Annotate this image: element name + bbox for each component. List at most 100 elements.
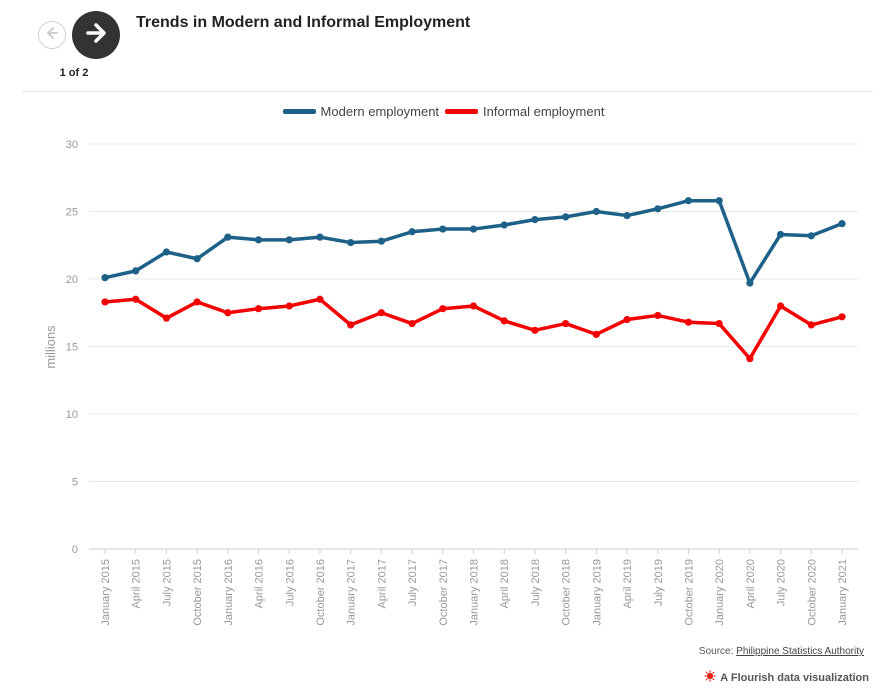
data-point-informal — [776, 302, 785, 310]
source-note: Source: Philippine Statistics Authority — [699, 646, 864, 657]
x-tick-label: October 2018 — [561, 559, 573, 626]
data-point-modern — [439, 225, 447, 233]
page-title: Trends in Modern and Informal Employment — [136, 14, 471, 31]
data-point-modern — [347, 238, 355, 247]
y-tick-label: 10 — [66, 409, 78, 421]
previous-slide-button[interactable] — [38, 21, 66, 49]
x-tick-label: April 2020 — [745, 559, 757, 609]
x-tick-label: January 2016 — [223, 559, 235, 626]
data-point-informal — [101, 298, 109, 306]
next-slide-button[interactable] — [72, 11, 120, 59]
data-point-modern — [807, 232, 815, 240]
x-tick-label: April 2015 — [131, 559, 143, 609]
data-point-modern — [715, 197, 723, 205]
x-tick-label: January 2015 — [100, 559, 112, 626]
y-tick-label: 25 — [66, 207, 78, 219]
x-tick-label: January 2018 — [469, 559, 481, 626]
data-point-informal — [592, 330, 600, 338]
x-tick-label: January 2021 — [837, 559, 849, 626]
data-point-modern — [254, 236, 263, 244]
data-point-informal — [654, 311, 662, 320]
data-point-modern — [101, 274, 109, 282]
data-point-informal — [439, 305, 447, 313]
series-line-modern — [103, 198, 844, 285]
source-prefix: Source: — [698, 646, 734, 657]
data-point-modern — [684, 197, 693, 205]
data-point-modern — [654, 205, 662, 213]
data-point-informal — [377, 309, 385, 317]
slide-counter: 1 of 2 — [59, 67, 89, 79]
data-point-informal — [531, 326, 539, 334]
x-tick-label: July 2017 — [407, 559, 419, 606]
x-tick-label: January 2020 — [714, 559, 726, 626]
data-point-modern — [224, 233, 232, 241]
chart-legend: Modern employment Informal employment — [0, 104, 887, 119]
data-point-informal — [838, 313, 846, 321]
data-point-informal — [623, 315, 631, 324]
x-tick-label: July 2019 — [653, 559, 665, 606]
data-point-informal — [347, 321, 355, 329]
flourish-credit-text: A Flourish data visualization — [720, 671, 869, 684]
y-tick-label: 20 — [66, 274, 78, 286]
data-point-modern — [132, 267, 140, 275]
legend-label-informal: Informal employment — [483, 104, 605, 119]
x-tick-label: April 2017 — [376, 559, 388, 609]
data-point-informal — [193, 298, 201, 306]
data-point-informal — [132, 295, 140, 303]
flourish-credit[interactable]: A Flourish data visualization — [704, 670, 869, 685]
data-point-informal — [562, 319, 570, 328]
data-point-modern — [623, 211, 631, 220]
data-point-informal — [224, 309, 232, 317]
legend-label-modern: Modern employment — [320, 104, 440, 119]
y-tick-label: 0 — [72, 544, 78, 556]
data-point-modern — [285, 236, 293, 244]
x-tick-label: July 2018 — [530, 559, 542, 606]
x-tick-label: July 2015 — [161, 559, 173, 606]
data-point-informal — [715, 319, 723, 328]
legend-swatch-informal — [445, 109, 479, 114]
data-point-informal — [254, 305, 263, 313]
x-tick-label: October 2016 — [315, 559, 327, 626]
data-point-informal — [316, 295, 324, 303]
data-point-informal — [469, 302, 478, 310]
x-tick-label: July 2016 — [284, 559, 296, 606]
x-tick-label: October 2019 — [683, 559, 695, 626]
data-point-modern — [377, 237, 385, 245]
data-point-modern — [500, 221, 508, 229]
data-point-modern — [592, 207, 600, 216]
data-point-modern — [746, 279, 754, 287]
header-divider — [22, 91, 873, 92]
legend-item-informal[interactable]: Informal employment — [445, 104, 604, 119]
data-point-modern — [316, 233, 324, 241]
x-tick-label: October 2020 — [806, 559, 818, 626]
data-point-modern — [562, 213, 570, 221]
x-tick-label: April 2019 — [622, 559, 634, 609]
data-point-informal — [684, 318, 693, 326]
data-point-modern — [531, 216, 539, 224]
data-point-modern — [838, 220, 846, 228]
data-point-modern — [776, 230, 785, 239]
legend-item-modern[interactable]: Modern employment — [282, 104, 440, 119]
x-tick-label: October 2015 — [192, 559, 204, 626]
data-point-informal — [285, 302, 293, 310]
data-point-modern — [193, 255, 201, 263]
x-tick-label: January 2017 — [346, 559, 358, 626]
legend-swatch-modern — [282, 109, 316, 114]
source-link[interactable]: Philippine Statistics Authority — [736, 646, 864, 657]
data-point-informal — [746, 355, 754, 363]
x-tick-label: January 2019 — [591, 559, 603, 626]
data-point-informal — [807, 321, 815, 329]
arrow-left-icon — [45, 26, 59, 45]
y-axis-label: millions — [43, 325, 58, 369]
x-tick-label: April 2018 — [499, 559, 511, 609]
data-point-modern — [469, 225, 478, 233]
y-tick-label: 15 — [66, 342, 78, 354]
x-tick-label: July 2020 — [776, 559, 788, 606]
y-tick-label: 30 — [66, 139, 78, 151]
data-point-informal — [408, 319, 416, 328]
y-tick-label: 5 — [72, 477, 78, 489]
flourish-logo-icon — [704, 670, 716, 685]
x-tick-label: April 2016 — [254, 559, 266, 609]
x-tick-label: October 2017 — [438, 559, 450, 626]
